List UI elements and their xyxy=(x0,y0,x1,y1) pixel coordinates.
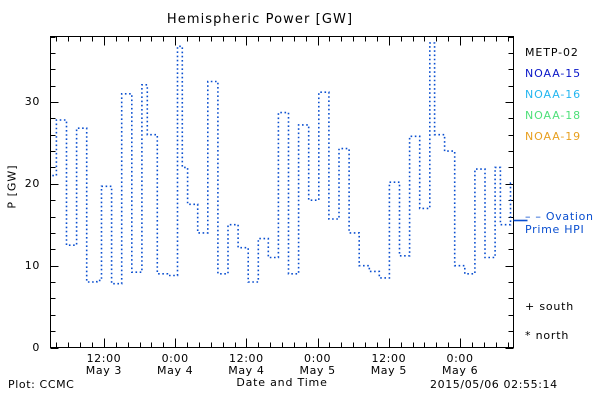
legend-ovation-label-line1: Ovation xyxy=(545,210,594,223)
x-tick-date: May 4 xyxy=(228,363,265,377)
legend-item-noaa-18: NOAA-18 xyxy=(525,109,582,122)
x-tick-time: 0:00 xyxy=(161,351,189,365)
legend-item-noaa-16: NOAA-16 xyxy=(525,88,582,101)
x-axis-ticks xyxy=(56,36,509,348)
x-axis-title: Date and Time xyxy=(236,376,328,389)
x-tick-time: 0:00 xyxy=(304,351,332,365)
south-marker-glyph: + xyxy=(525,300,536,313)
y-axis-ticks xyxy=(50,37,514,349)
x-tick-date: May 6 xyxy=(441,363,479,377)
plot-timestamp: 2015/05/06 02:55:14 xyxy=(430,378,558,391)
x-tick-label: 0:00 May 5 xyxy=(278,351,358,377)
x-tick-label: 12:00 May 4 xyxy=(206,351,286,377)
plot-credit: Plot: CCMC xyxy=(8,378,75,391)
data-series-noaa-15 xyxy=(52,42,514,285)
x-tick-date: May 3 xyxy=(85,363,123,377)
chart-title: Hemispheric Power [GW] xyxy=(166,12,354,27)
legend-item-noaa-19: NOAA-19 xyxy=(525,130,582,143)
north-marker-label: north xyxy=(531,329,570,342)
x-tick-label: 0:00 May 4 xyxy=(135,351,215,377)
dashed-line-sample: – – xyxy=(525,210,542,223)
legend-item-metp-02: METP-02 xyxy=(525,46,579,59)
x-tick-label: 12:00 May 3 xyxy=(64,351,144,377)
south-marker-label: south xyxy=(535,300,575,313)
x-tick-date: May 5 xyxy=(299,363,336,377)
legend-ovation-label-line2: Prime HPI xyxy=(525,223,585,236)
marker-legend-north: * north xyxy=(525,329,569,342)
y-tick-label: 30 xyxy=(24,94,40,108)
north-marker-glyph: * xyxy=(525,329,532,342)
x-tick-time: 0:00 xyxy=(446,351,474,365)
x-tick-time: 12:00 xyxy=(371,351,407,365)
y-tick-label: 10 xyxy=(24,258,40,272)
x-tick-time: 12:00 xyxy=(229,351,264,365)
x-tick-time: 12:00 xyxy=(86,351,122,365)
x-tick-date: May 4 xyxy=(157,363,194,377)
legend-ovation-prime-hpi: – – Ovation Prime HPI xyxy=(525,210,594,236)
y-tick-label: 0 xyxy=(32,340,40,354)
x-tick-date: May 5 xyxy=(370,363,407,377)
x-tick-label: 12:00 May 5 xyxy=(349,351,429,377)
marker-legend-south: + south xyxy=(525,300,574,313)
x-tick-label: 0:00 May 6 xyxy=(420,351,500,377)
data-series-group xyxy=(52,42,514,285)
legend-item-noaa-15: NOAA-15 xyxy=(525,67,582,80)
y-tick-label: 20 xyxy=(24,176,40,190)
plot-frame xyxy=(50,36,514,348)
